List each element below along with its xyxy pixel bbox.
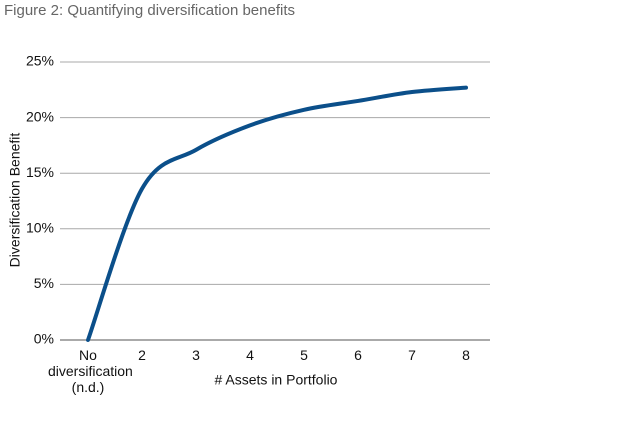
chart-title: Figure 2: Quantifying diversification be… [4, 2, 295, 19]
x-tick-label: 8 [462, 347, 470, 363]
x-tick-label: 5 [300, 347, 308, 363]
y-tick-label: 5% [34, 275, 54, 291]
x-tick-label: 7 [408, 347, 416, 363]
line [86, 85, 468, 342]
x-tick-label: 4 [246, 347, 254, 363]
y-tick-label: 20% [26, 108, 54, 124]
y-tick-label: 10% [26, 220, 54, 236]
x-tick-label: 3 [192, 347, 200, 363]
y-axis-title: Diversification Benefit [7, 133, 23, 268]
y-tick-label: 15% [26, 164, 54, 180]
y-tick-label: 25% [26, 53, 54, 69]
x-axis-title: # Assets in Portfolio [215, 372, 338, 388]
x-tick-label: 6 [354, 347, 362, 363]
x-tick-label: 2 [138, 347, 146, 363]
y-tick-label: 0% [34, 331, 54, 347]
x-tick-label: No diversification (n.d.) [48, 347, 133, 395]
